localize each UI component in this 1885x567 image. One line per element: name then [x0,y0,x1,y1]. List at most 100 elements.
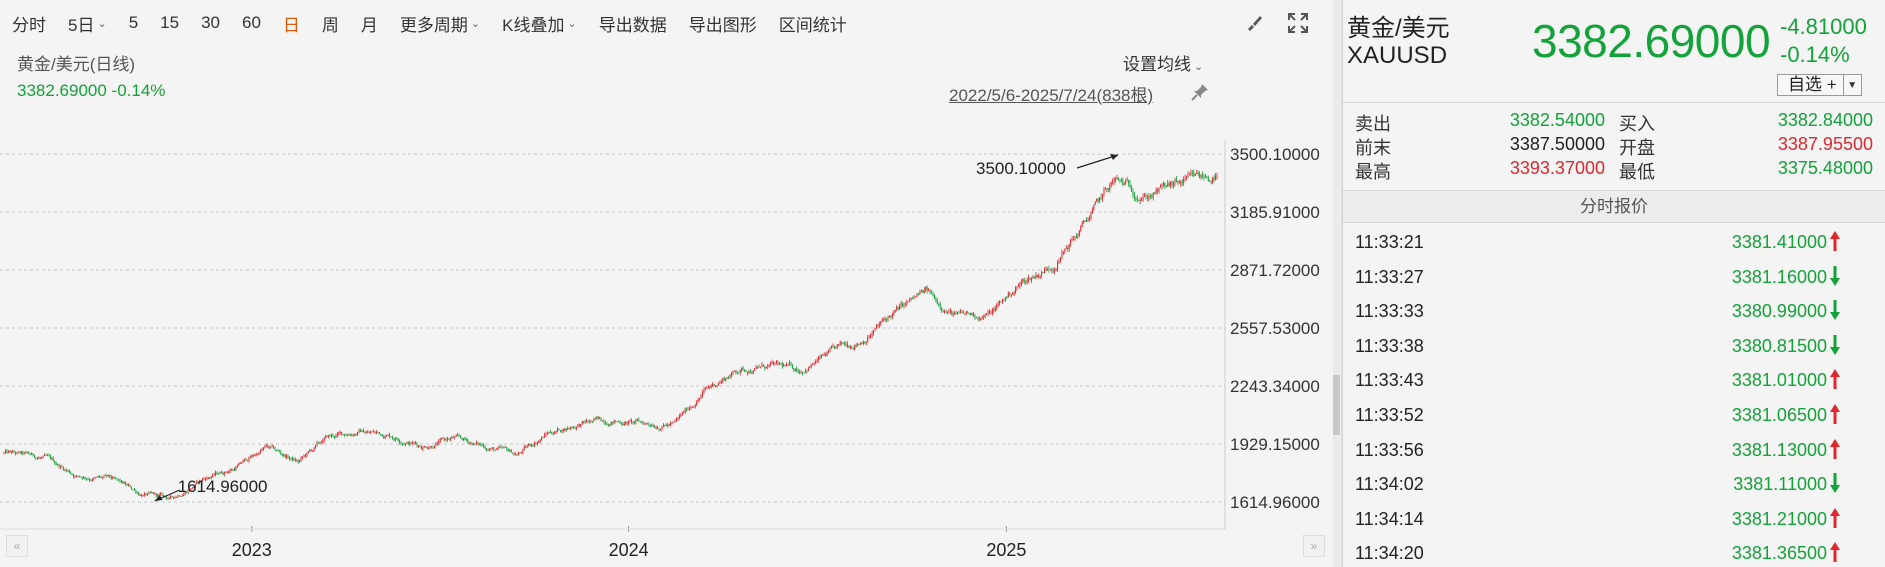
candle [733,370,735,372]
period-tab[interactable]: 日 [283,11,300,36]
candle [413,442,415,445]
period-tab[interactable]: 导出数据 [599,11,667,36]
candle [894,309,896,313]
candle [842,342,844,345]
candle [626,421,628,426]
candle [45,453,47,457]
candle [623,421,625,426]
candle [803,372,805,374]
candle [675,417,677,423]
candle [1178,180,1180,184]
candle [1196,169,1198,175]
period-tab[interactable]: 分时 [12,11,46,36]
candle [297,459,299,464]
candle [1013,291,1015,296]
candle [761,362,763,367]
candle [313,447,315,452]
candle [642,420,644,426]
candle [123,481,125,484]
caret-down-icon[interactable]: ▼ [1842,75,1861,95]
candle [302,456,304,460]
candle [694,403,696,409]
candle [326,435,328,438]
candle [236,464,238,468]
candle [1019,281,1021,289]
candle [703,387,705,394]
candle [759,366,762,369]
candle [644,422,646,425]
brush-icon[interactable] [1242,11,1266,35]
candle [423,445,425,448]
period-tab[interactable]: 区间统计 [779,11,847,36]
candle [726,376,728,379]
candle [251,454,253,459]
period-tab[interactable]: 15 [160,13,179,33]
period-tab[interactable]: 30 [201,13,220,33]
candle [477,441,479,446]
candle [751,370,753,374]
period-tab[interactable]: 更多周期 ⌄ [400,11,480,36]
candle [1030,276,1033,283]
candle [135,489,137,494]
candle [9,450,11,453]
candle [993,306,995,314]
y-tick-label: 1614.96000 [1230,493,1320,512]
candle [602,420,604,422]
add-watchlist-button[interactable]: 自选 + ▼ [1777,74,1862,96]
candle [304,453,306,458]
candle [1187,171,1189,178]
stat-value: 3387.50000 [1509,134,1605,154]
candle [46,453,48,457]
period-tab[interactable]: K线叠加 ⌄ [502,11,577,36]
candle [919,289,921,295]
scroll-left-button[interactable]: « [6,535,28,557]
period-tab[interactable]: 5日 ⌄ [68,11,107,36]
period-tab[interactable]: 导出图形 [689,11,757,36]
candle [526,444,528,449]
candle [248,456,250,463]
candle [1188,172,1190,176]
candle [873,330,875,336]
candle [1212,176,1214,185]
candle [529,443,531,447]
candle [959,308,961,314]
scroll-right-button[interactable]: » [1303,535,1325,557]
candle [899,303,901,310]
price-change: -4.81000 [1780,14,1867,39]
period-tab[interactable]: 周 [322,11,339,36]
candle [820,354,822,359]
candle [544,432,546,438]
candle [197,481,199,485]
candle [612,421,614,426]
period-tab[interactable]: 60 [242,13,261,33]
candle [273,445,275,449]
date-range-link[interactable]: 2022/5/6-2025/7/24(838根) [949,86,1154,105]
candle [328,434,330,439]
candle [178,495,180,497]
candle [659,428,662,431]
ma-settings-dropdown[interactable]: 设置均线 ⌄ [1123,50,1203,75]
candle [129,484,131,488]
fullscreen-icon[interactable] [1286,11,1310,35]
splitter-handle[interactable] [1333,375,1340,435]
arrow-down-icon [1830,473,1840,494]
candle [1200,174,1202,180]
candlestick-chart[interactable]: 3500.10000 3185.91000 2871.72000 2557.53000… [0,0,1333,567]
candle [1103,186,1105,197]
candle [784,364,786,367]
candle [358,428,360,434]
candle [1097,197,1099,204]
candle [1070,238,1072,247]
candle [525,445,527,449]
candle [220,470,222,474]
splitter-track[interactable] [1333,0,1340,567]
candle [545,431,547,437]
candle [500,444,502,449]
candle [586,418,588,423]
period-tab[interactable]: 月 [361,11,378,36]
pin-icon[interactable] [1190,82,1210,102]
candle [403,442,405,446]
candle [541,436,543,441]
period-tab[interactable]: 5 [129,13,138,33]
candle [190,488,192,492]
